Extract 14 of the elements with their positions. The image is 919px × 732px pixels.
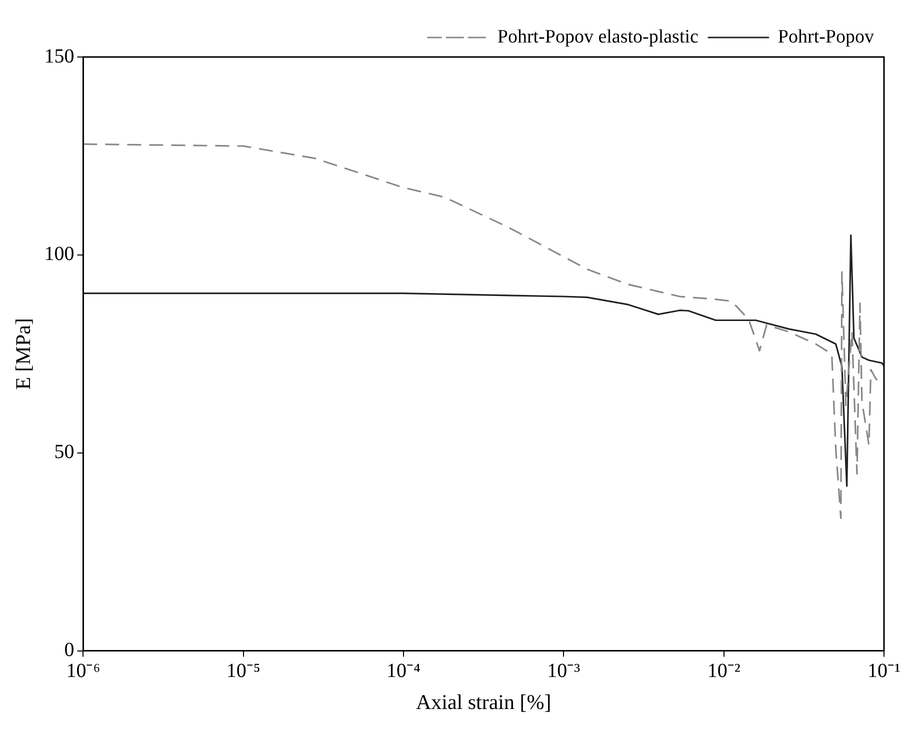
- x-tick-label: 10⁻¹: [868, 660, 900, 682]
- y-axis-title: E [MPa]: [11, 318, 36, 390]
- x-tick-label: 10⁻⁴: [386, 660, 421, 682]
- x-axis-title: Axial strain [%]: [416, 690, 552, 714]
- y-tick-label: 0: [64, 639, 74, 662]
- legend-label: Pohrt-Popov: [778, 26, 874, 48]
- y-tick-label: 50: [54, 441, 74, 464]
- y-tick-label: 100: [44, 243, 74, 266]
- x-tick-label: 10⁻⁶: [66, 660, 100, 682]
- x-tick-label: 10⁻⁵: [226, 660, 260, 682]
- x-tick-label: 10⁻³: [547, 660, 580, 682]
- y-tick-label: 150: [44, 45, 74, 68]
- legend-label: Pohrt-Popov elasto-plastic: [497, 26, 698, 48]
- x-tick-label: 10⁻²: [707, 660, 740, 682]
